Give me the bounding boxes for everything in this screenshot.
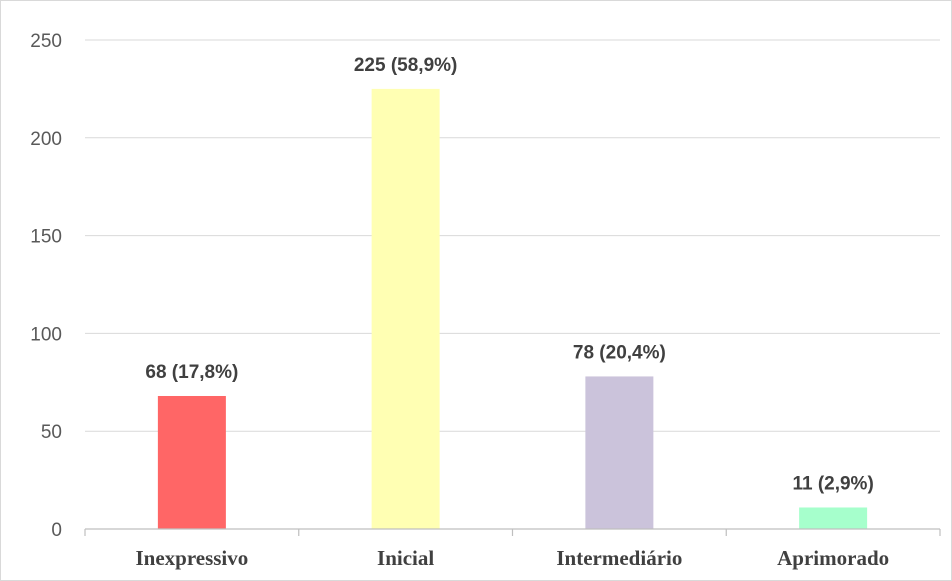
bar-intermediário xyxy=(585,376,654,529)
gridlines xyxy=(85,39,940,432)
y-tick-label: 0 xyxy=(51,520,62,541)
bar-inicial xyxy=(371,88,440,530)
y-tick-label: 50 xyxy=(41,422,62,443)
data-label: 78 (20,4%) xyxy=(573,342,666,363)
category-label: Intermediário xyxy=(556,546,682,570)
category-label: Aprimorado xyxy=(777,546,889,570)
y-tick-label: 100 xyxy=(30,324,62,345)
y-tick-label: 200 xyxy=(30,129,62,150)
data-label: 68 (17,8%) xyxy=(145,362,238,383)
y-tick-label: 150 xyxy=(30,227,62,248)
bar-aprimorado xyxy=(799,507,868,529)
labels: 0 50 100 150 200 250 68 (17,8%) Inexpressivo 225… xyxy=(30,31,889,570)
bar-inexpressivo xyxy=(157,395,226,529)
category-label: Inexpressivo xyxy=(135,546,248,570)
axes xyxy=(84,528,941,536)
bars xyxy=(157,88,868,530)
data-label: 11 (2,9%) xyxy=(792,473,873,494)
category-label: Inicial xyxy=(377,546,434,570)
y-tick-label: 250 xyxy=(30,31,62,52)
data-label: 225 (58,9%) xyxy=(354,55,458,76)
